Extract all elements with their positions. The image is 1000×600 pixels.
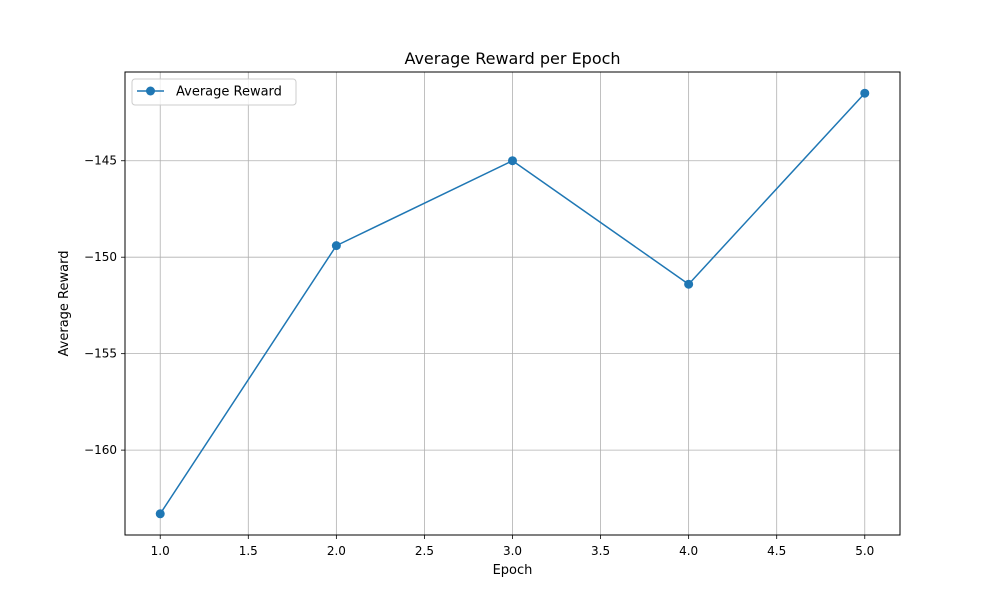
x-tick-label: 2.0 [327, 544, 346, 558]
data-point [508, 156, 517, 166]
legend-marker-swatch [146, 86, 155, 96]
data-point [155, 509, 165, 519]
x-tick-label: 1.5 [239, 544, 258, 558]
tick-layer: 1.0 1.5 2.0 2.5 3.0 3.5 4.0 4.5 5.0 −160 −155 −150 −… [84, 154, 874, 558]
data-point [684, 279, 694, 289]
x-tick-label: 1.0 [151, 544, 170, 558]
y-tick-label: −160 [84, 443, 117, 457]
x-tick-label: 4.0 [679, 544, 698, 558]
y-axis-label: Average Reward [57, 251, 72, 357]
chart-title: Average Reward per Epoch [404, 49, 620, 68]
series-layer [155, 88, 870, 519]
legend: Average Reward [131, 78, 297, 106]
x-tick-label: 2.5 [415, 544, 434, 558]
x-axis-label: Epoch [493, 563, 533, 578]
x-tick-label: 5.0 [855, 544, 874, 558]
x-tick-label: 3.5 [591, 544, 610, 558]
y-tick-label: −145 [84, 154, 117, 168]
y-tick-label: −150 [84, 250, 117, 264]
x-tick-label: 4.5 [767, 544, 786, 558]
y-tick-label: −155 [84, 347, 117, 361]
legend-box [131, 78, 297, 106]
x-tick-label: 3.0 [503, 544, 522, 558]
data-point [860, 88, 870, 98]
grid-layer [125, 72, 900, 535]
legend-label: Average Reward [176, 85, 282, 100]
data-point [331, 241, 341, 251]
